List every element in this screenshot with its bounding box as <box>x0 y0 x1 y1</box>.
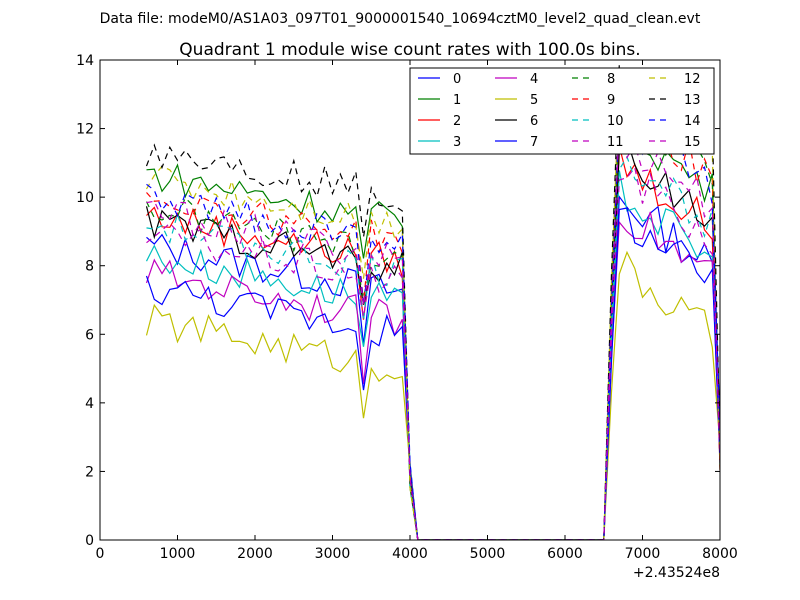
x-axis: 0 1000 2000 3000 4000 5000 6000 7000 8000 <box>96 60 738 562</box>
series-line-8 <box>145 88 720 540</box>
series-line-3 <box>145 170 720 540</box>
chart-title: Quadrant 1 module wise count rates with … <box>179 40 640 60</box>
y-tick-label: 0 <box>85 533 94 549</box>
y-tick-label: 8 <box>85 259 94 275</box>
y-tick-label: 2 <box>85 464 94 480</box>
legend-label: 9 <box>607 93 615 108</box>
y-tick-label: 10 <box>76 190 94 206</box>
y-tick-label: 12 <box>76 122 94 138</box>
series-line-6 <box>145 137 720 540</box>
x-tick-label: 7000 <box>625 546 661 562</box>
legend-label: 14 <box>684 114 701 129</box>
x-tick-label: 8000 <box>702 546 738 562</box>
y-tick-label: 14 <box>76 53 94 69</box>
legend-label: 8 <box>607 72 615 87</box>
legend-label: 6 <box>530 114 538 129</box>
series-line-0 <box>146 194 720 540</box>
series-line-15 <box>146 119 720 540</box>
x-tick-label: 3000 <box>315 546 351 562</box>
series-line-4 <box>145 211 720 540</box>
x-tick-label: 5000 <box>470 546 506 562</box>
chart-suptitle: Data file: modeM0/AS1A03_097T01_90000015… <box>100 11 701 27</box>
series-line-7 <box>145 207 720 540</box>
legend-label: 13 <box>684 93 701 108</box>
series-line-12 <box>145 83 720 540</box>
x-tick-label: 4000 <box>392 546 428 562</box>
legend-label: 3 <box>453 135 461 150</box>
legend-label: 0 <box>453 72 461 87</box>
legend-box <box>409 67 715 155</box>
legend-label: 2 <box>453 114 461 129</box>
x-offset-label: +2.43524e8 <box>633 565 720 581</box>
series-line-5 <box>145 250 720 540</box>
x-tick-label: 6000 <box>547 546 583 562</box>
legend-label: 5 <box>530 93 538 108</box>
series-line-9 <box>146 90 720 540</box>
series-line-2 <box>146 145 720 540</box>
series-line-14 <box>146 109 720 540</box>
legend-label: 10 <box>607 114 624 129</box>
y-tick-label: 4 <box>85 396 94 412</box>
x-tick-label: 1000 <box>160 546 196 562</box>
legend-label: 4 <box>530 72 538 87</box>
x-tick-label: 0 <box>96 546 105 562</box>
legend-label: 15 <box>684 135 701 150</box>
series-line-11 <box>146 166 720 540</box>
legend-label: 1 <box>453 93 461 108</box>
series-line-10 <box>146 155 720 540</box>
legend-label: 7 <box>530 135 538 150</box>
legend-label: 12 <box>684 72 701 87</box>
legend-label: 11 <box>607 135 624 150</box>
y-tick-label: 6 <box>85 327 94 343</box>
x-tick-label: 2000 <box>237 546 273 562</box>
